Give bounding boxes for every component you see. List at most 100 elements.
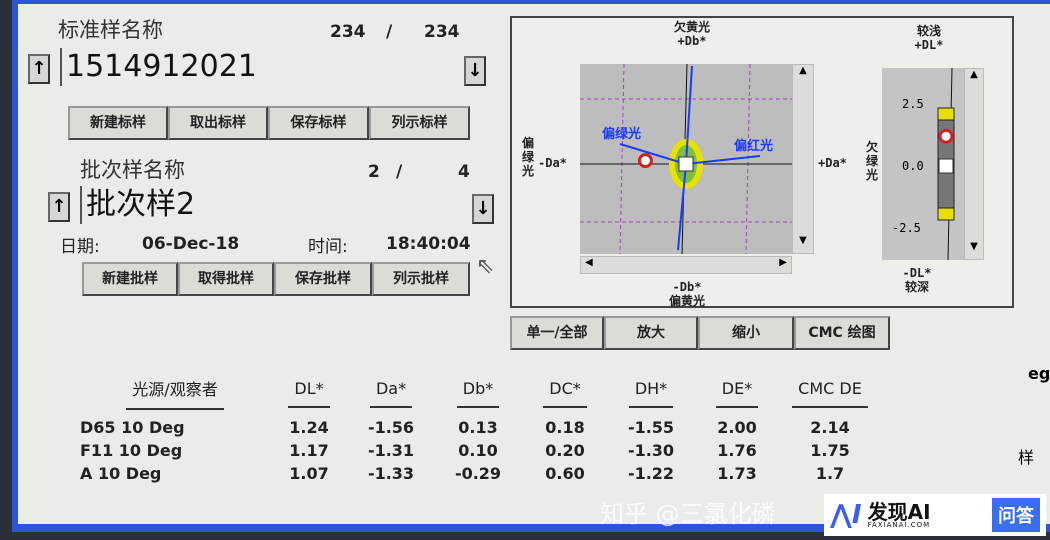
in-right-label: 偏红光 xyxy=(734,138,773,154)
qa-badge: 问答 xyxy=(992,498,1040,532)
column-header: DH* xyxy=(628,379,674,408)
value-cell: 0.18 xyxy=(545,418,585,437)
table-row: A 10 Deg 1.07 -1.33 -0.29 0.60 -1.22 1.73 1.7 xyxy=(80,462,880,485)
column-header: CMC DE xyxy=(792,379,868,408)
illuminant-cell: D65 10 Deg xyxy=(80,418,185,437)
table-row: F11 10 Deg 1.17 -1.31 0.10 0.20 -1.30 1.76 1.75 xyxy=(80,439,880,462)
left-axis-label: -Da* xyxy=(538,156,567,170)
batch-sep: / xyxy=(396,162,403,182)
standard-sep: / xyxy=(386,22,393,42)
bottom-axis-label: -Db* xyxy=(672,280,702,294)
arrow-up-icon: ↑ xyxy=(31,58,47,79)
save-standard-button[interactable]: 保存标样 xyxy=(268,106,369,140)
color-difference-table: 光源/观察者 DL* Da* Db* DC* DH* DE* CMC DE D6… xyxy=(80,376,880,485)
dl-plot: 2.5 0.0 -2.5 xyxy=(882,68,964,260)
standard-prev-button[interactable]: ↑ xyxy=(28,54,50,84)
plot-horizontal-scrollbar[interactable]: ◀ ▶ xyxy=(580,256,792,274)
cmc-plot-button[interactable]: CMC 绘图 xyxy=(794,316,890,350)
value-cell: -1.56 xyxy=(367,418,415,437)
dl-tick-label: 0.0 xyxy=(902,159,924,173)
arrow-down-icon: ↓ xyxy=(475,198,491,219)
batch-index: 2 xyxy=(368,162,380,182)
value-cell: 1.73 xyxy=(717,464,757,483)
get-batch-button[interactable]: 取得批样 xyxy=(178,262,274,296)
brand-logo: ⋀I 发现AI FAXIANAI.COM 问答 xyxy=(824,494,1046,536)
date-label: 日期: xyxy=(60,237,100,257)
single-all-button[interactable]: 单一/全部 xyxy=(510,316,604,350)
brand-name: 发现AI xyxy=(867,499,931,524)
watermark-text: 知乎 @三氯化磷 xyxy=(600,500,776,528)
value-cell: 0.13 xyxy=(458,418,498,437)
date-value: 06-Dec-18 xyxy=(142,234,240,254)
value-cell: 1.76 xyxy=(717,441,757,460)
list-batch-button[interactable]: 列示批样 xyxy=(372,262,470,296)
batch-name-field[interactable]: 批次样2 xyxy=(80,186,464,224)
side-fragment: eg xyxy=(1028,364,1050,383)
color-difference-plot-panel: 欠黄光 +Db* 偏绿光 -Da* +Da* -Db* 偏黄光 偏绿光 偏红光 xyxy=(510,16,1014,308)
value-cell: 1.07 xyxy=(289,464,329,483)
dl-top-cn-label: 较浅 xyxy=(916,24,941,38)
top-cn-label: 欠黄光 xyxy=(673,20,710,34)
dl-tick-label: -2.5 xyxy=(892,221,921,235)
time-label: 时间: xyxy=(308,237,348,257)
load-standard-button[interactable]: 取出标样 xyxy=(168,106,268,140)
da-db-plot: 偏绿光 偏红光 xyxy=(580,64,792,254)
save-batch-button[interactable]: 保存批样 xyxy=(274,262,372,296)
scroll-up-icon[interactable]: ▲ xyxy=(970,69,978,80)
in-left-label: 偏绿光 xyxy=(602,126,641,142)
value-cell: 2.14 xyxy=(810,418,850,437)
column-header: DC* xyxy=(543,379,587,408)
standard-next-button[interactable]: ↓ xyxy=(464,56,486,86)
value-cell: 0.60 xyxy=(545,464,585,483)
arrow-down-icon: ↓ xyxy=(467,60,483,81)
scroll-down-icon[interactable]: ▼ xyxy=(970,241,978,252)
column-header: Db* xyxy=(456,379,500,408)
dl-bottom-label: -DL* xyxy=(902,266,932,280)
value-cell: 1.17 xyxy=(289,441,329,460)
scroll-right-icon[interactable]: ▶ xyxy=(779,257,787,268)
plot-vertical-scrollbar[interactable]: ▲ ▼ xyxy=(792,64,814,254)
standard-marker xyxy=(678,156,694,172)
top-axis-label: +Db* xyxy=(677,34,707,48)
zoom-in-button[interactable]: 放大 xyxy=(604,316,698,350)
value-cell: 1.7 xyxy=(815,464,845,483)
value-cell: -1.31 xyxy=(367,441,415,460)
value-cell: -1.33 xyxy=(367,464,415,483)
dl-top-label: +DL* xyxy=(914,38,944,52)
dl-scrollbar[interactable]: ▲ ▼ xyxy=(964,68,984,260)
value-cell: 0.20 xyxy=(545,441,585,460)
value-cell: 2.00 xyxy=(717,418,757,437)
batch-total: 4 xyxy=(458,162,470,182)
arrow-green xyxy=(619,143,687,165)
value-cell: 0.10 xyxy=(458,441,498,460)
value-cell: 1.24 xyxy=(289,418,329,437)
time-value: 18:40:04 xyxy=(386,234,471,254)
value-cell: 1.75 xyxy=(810,441,850,460)
scroll-left-icon[interactable]: ◀ xyxy=(585,257,593,268)
scroll-up-icon[interactable]: ▲ xyxy=(799,65,807,76)
new-batch-button[interactable]: 新建批样 xyxy=(82,262,178,296)
dl-bottom-cn-label: 较深 xyxy=(904,280,929,294)
right-axis-label: +Da* xyxy=(818,156,847,170)
direction-arrows xyxy=(619,65,761,251)
sample-marker xyxy=(637,153,653,169)
column-header: 光源/观察者 xyxy=(126,376,224,410)
batch-prev-button[interactable]: ↑ xyxy=(48,192,70,222)
arrow-up-icon: ↑ xyxy=(51,196,67,217)
mouse-cursor-icon: ⇖ xyxy=(476,254,495,279)
dl-sample-marker xyxy=(938,128,954,144)
batch-next-button[interactable]: ↓ xyxy=(472,194,494,224)
new-standard-button[interactable]: 新建标样 xyxy=(68,106,168,140)
ai-logo-icon: ⋀I xyxy=(830,500,862,530)
bottom-cn-label: 偏黄光 xyxy=(668,294,705,308)
scroll-down-icon[interactable]: ▼ xyxy=(799,235,807,246)
dl-side-cn-label: 欠绿光 xyxy=(865,140,878,182)
dl-lower-limit xyxy=(937,207,955,221)
standard-name-field[interactable]: 1514912021 xyxy=(60,48,460,86)
value-cell: -1.22 xyxy=(627,464,675,483)
list-standard-button[interactable]: 列示标样 xyxy=(369,106,470,140)
zoom-out-button[interactable]: 缩小 xyxy=(698,316,794,350)
illuminant-cell: A 10 Deg xyxy=(80,464,162,483)
standard-index: 234 xyxy=(330,22,366,42)
color-qc-window: 标准样名称 234 / 234 ↑ 1514912021 ↓ 新建标样 取出标样… xyxy=(12,0,1050,532)
